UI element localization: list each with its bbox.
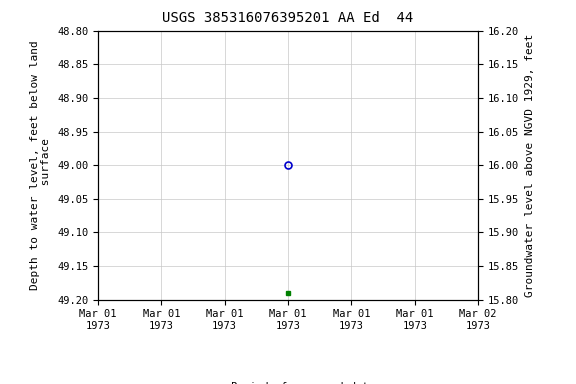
Legend: Period of approved data: Period of approved data [198,378,378,384]
Y-axis label: Depth to water level, feet below land
 surface: Depth to water level, feet below land su… [30,40,51,290]
Title: USGS 385316076395201 AA Ed  44: USGS 385316076395201 AA Ed 44 [162,12,414,25]
Y-axis label: Groundwater level above NGVD 1929, feet: Groundwater level above NGVD 1929, feet [525,33,535,297]
